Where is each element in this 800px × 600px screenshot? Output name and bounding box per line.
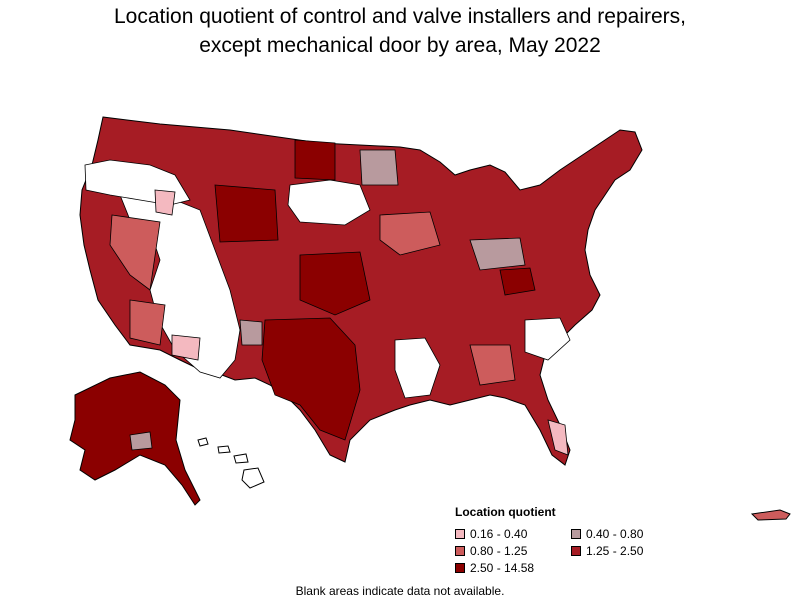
region-nodata-midsouth (394, 337, 441, 399)
legend-swatch-2 (455, 546, 465, 556)
legend-label-4: 2.50 - 14.58 (470, 561, 535, 575)
legend-swatch-4 (455, 563, 465, 573)
region-light-montana-east (359, 149, 399, 186)
map-title-line-1: Location quotient of control and valve i… (113, 5, 686, 28)
map-title: Location quotient of control and valve i… (0, 2, 800, 60)
legend-label-2: 0.80 - 1.25 (470, 544, 528, 558)
region-dark-plains (299, 251, 371, 316)
region-dark-northdakota (294, 139, 336, 181)
legend-swatch-3 (571, 546, 581, 556)
hawaii-island-2 (217, 445, 231, 454)
region-lightest-idaho (154, 189, 176, 216)
region-dark-texas (261, 317, 361, 441)
legend-title: Location quotient (455, 505, 556, 519)
legend-item-4: 2.50 - 14.58 (455, 561, 565, 575)
legend-grid: 0.16 - 0.40 0.40 - 0.80 0.80 - 1.25 1.25… (455, 527, 695, 575)
alaska-region-light (129, 431, 153, 451)
contiguous-us (79, 116, 643, 466)
region-lightest-florida (547, 419, 569, 456)
hawaii (197, 437, 265, 489)
hawaii-island-3 (233, 453, 249, 464)
region-medium-south (469, 344, 516, 386)
region-medium-arizona (129, 299, 166, 346)
region-lightest-arizona (171, 334, 201, 361)
legend-swatch-1 (571, 529, 581, 539)
legend-label-3: 1.25 - 2.50 (586, 544, 644, 558)
legend-item-1: 0.40 - 0.80 (571, 527, 681, 541)
region-medium-midwest (379, 211, 441, 256)
puerto-rico-outline (750, 509, 791, 521)
legend-label-1: 0.40 - 0.80 (586, 527, 644, 541)
map-title-line-2: except mechanical door by area, May 2022 (199, 34, 601, 57)
legend-label-0: 0.16 - 0.40 (470, 527, 528, 541)
region-medium-nevada (109, 214, 161, 291)
hawaii-island-4 (241, 467, 265, 489)
region-dark-appalachia (499, 267, 536, 296)
hawaii-island-1 (197, 437, 209, 447)
region-dark-wyoming (214, 184, 279, 243)
legend-item-3: 1.25 - 2.50 (571, 544, 681, 558)
legend-item-0: 0.16 - 0.40 (455, 527, 565, 541)
puerto-rico (750, 509, 791, 521)
region-nodata-dakotas (287, 179, 371, 226)
no-data-note: Blank areas indicate data not available. (295, 584, 505, 598)
legend-item-2: 0.80 - 1.25 (455, 544, 565, 558)
region-light-ohio-valley (469, 237, 526, 271)
alaska (69, 371, 201, 506)
legend-swatch-0 (455, 529, 465, 539)
legend: Location quotient 0.16 - 0.40 0.40 - 0.8… (455, 505, 695, 575)
region-light-southwest (239, 319, 263, 346)
region-nodata-southeast (524, 317, 571, 361)
